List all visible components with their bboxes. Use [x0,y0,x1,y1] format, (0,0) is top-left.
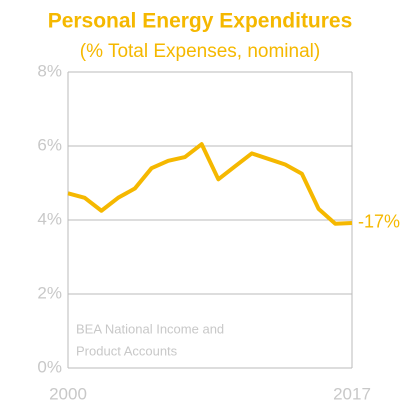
y-tick-label: 6% [37,135,62,154]
y-tick-label: 0% [37,357,62,376]
x-tick-label: 2000 [49,384,87,403]
y-tick-label: 8% [37,61,62,80]
y-tick-label: 4% [37,209,62,228]
chart-subtitle: (% Total Expenses, nominal) [80,41,320,62]
source-note: BEA National Income and [76,321,224,336]
y-tick-label: 2% [37,283,62,302]
line [67,142,353,226]
annotation: -17% [358,212,400,232]
x-tick-label: 2017 [333,384,371,403]
chart-title: Personal Energy Expenditures [48,10,353,33]
source-note: Product Accounts [76,343,178,358]
